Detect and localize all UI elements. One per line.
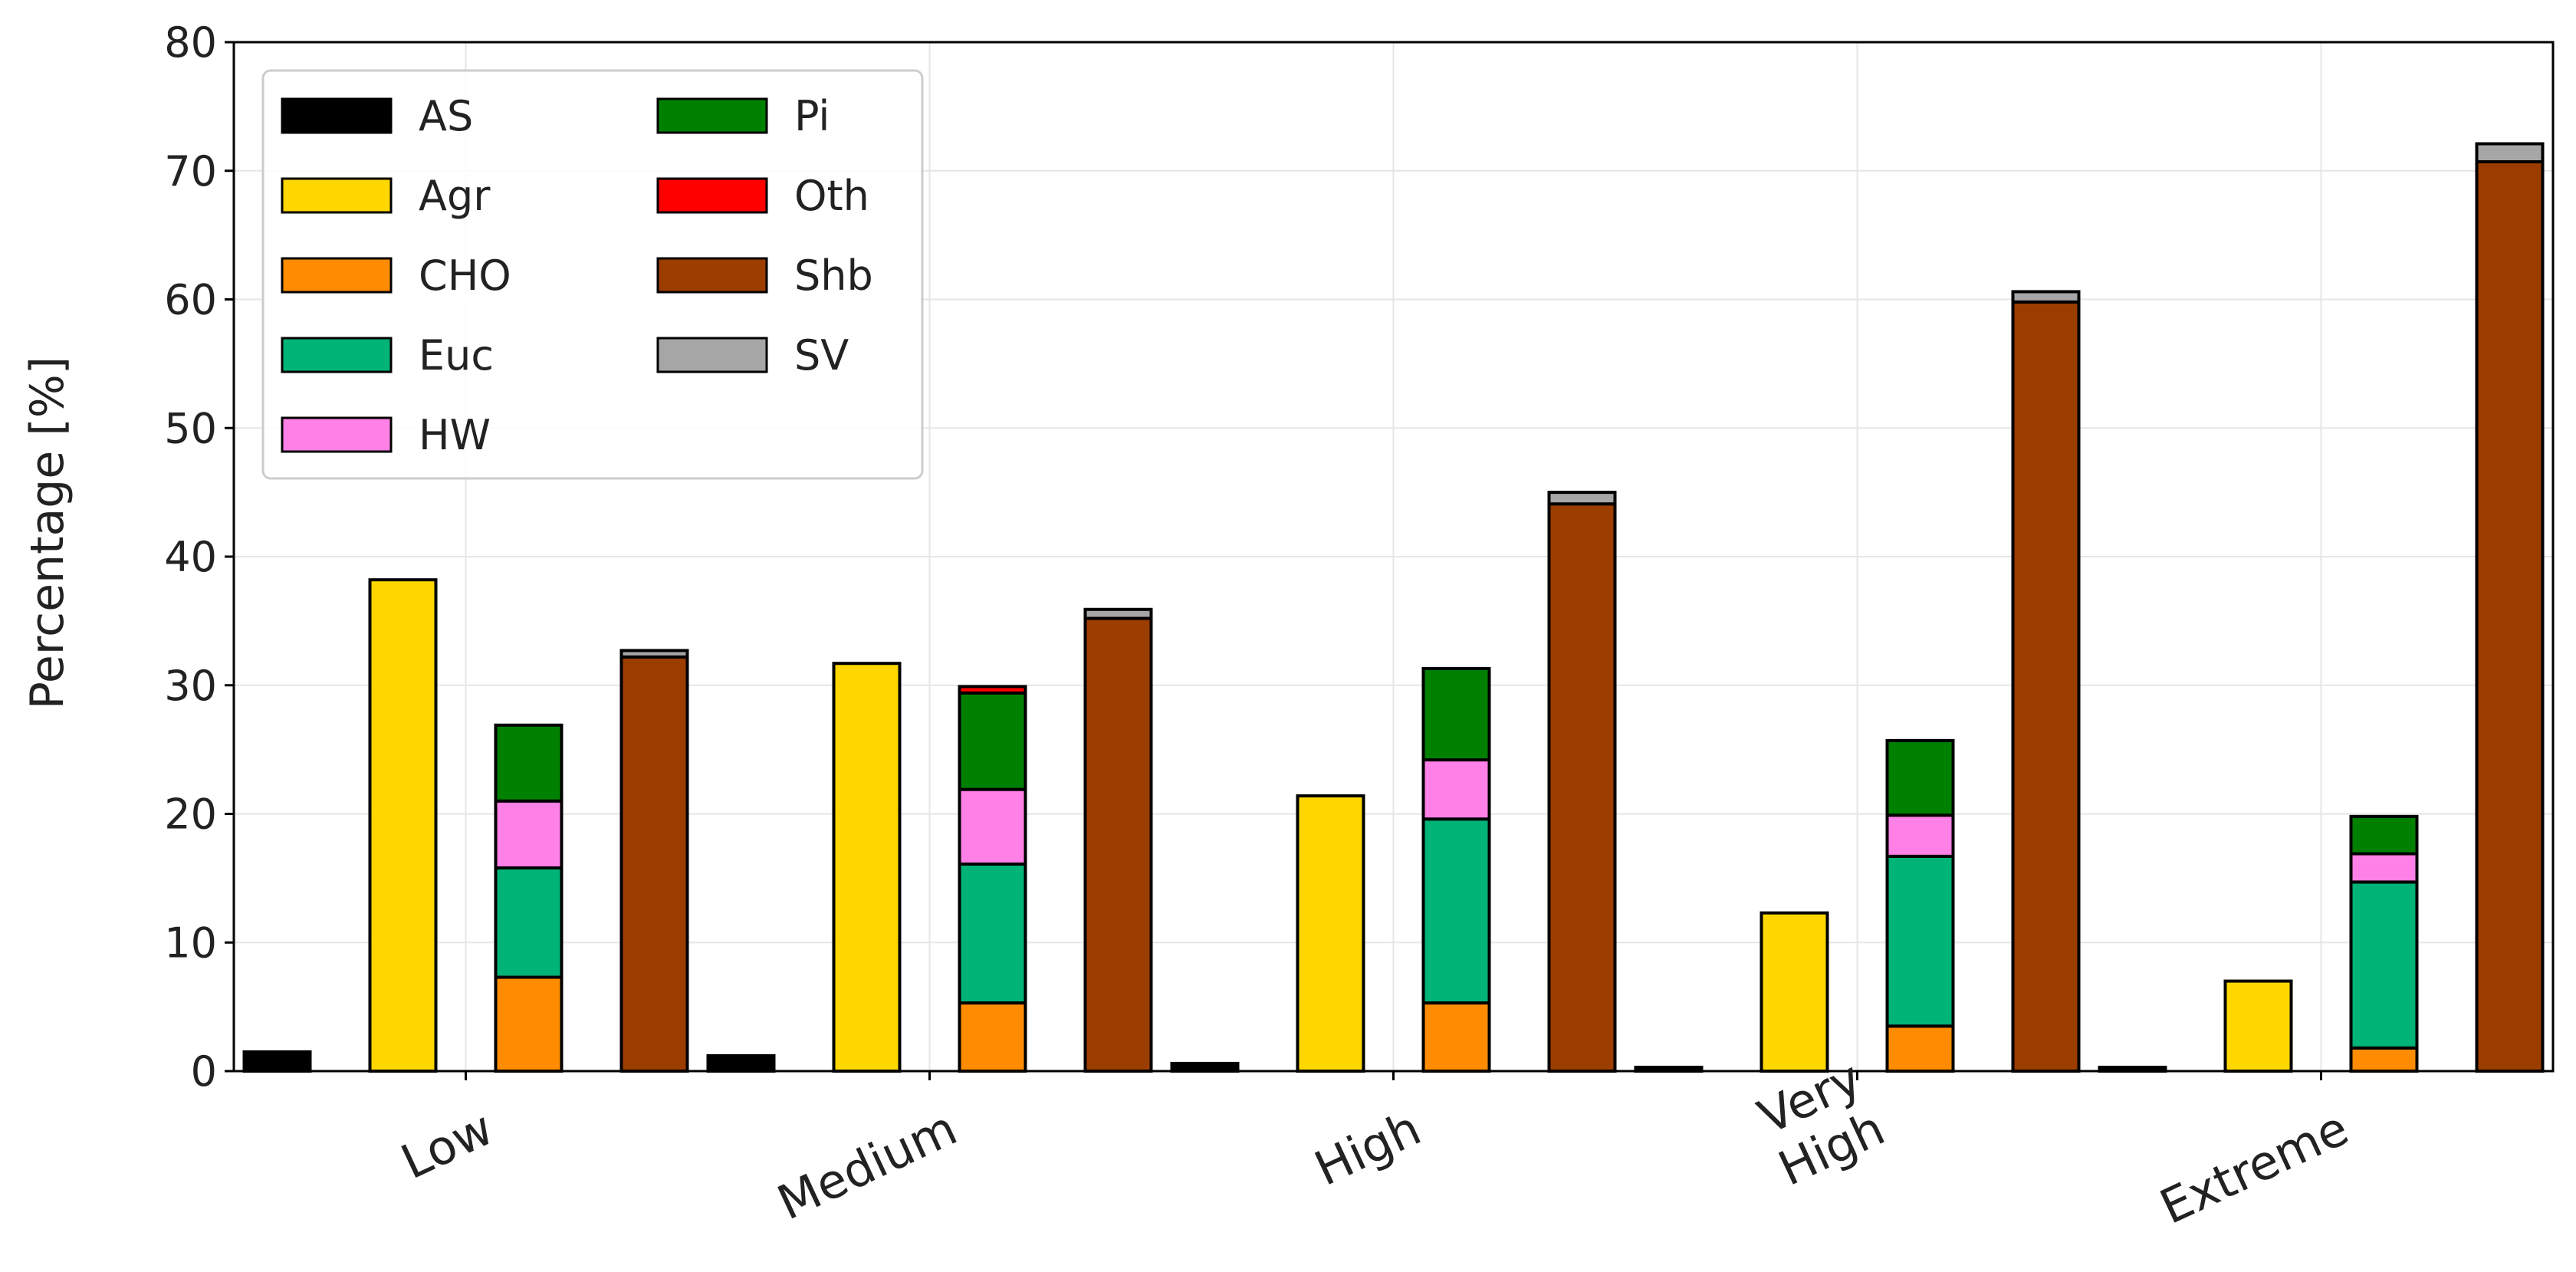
legend-swatch-euc [281,337,393,373]
legend-swatch-agr [281,177,393,214]
legend-label-hw: HW [419,411,491,459]
y-tick-label-2: 20 [164,790,217,839]
legend-label-sv: SV [794,331,849,380]
y-tick-label-8: 80 [164,18,217,67]
y-tick-label-0: 0 [191,1047,217,1096]
bar-sv-0 [619,649,689,659]
bar-shb-1 [1083,616,1153,1073]
bar-sv-4 [2475,142,2545,164]
legend-swatch-cho [281,257,393,294]
y-tick-label-3: 30 [164,662,217,710]
bar-sv-1 [1083,607,1153,620]
bar-pi-3 [1885,738,1955,817]
bar-euc-1 [958,862,1027,1005]
legend-swatch-as [281,97,393,134]
bar-shb-4 [2475,160,2545,1073]
bar-oth-1 [958,685,1027,695]
y-tick-label-1: 10 [164,919,217,967]
bar-pi-2 [1421,666,1491,762]
x-tick-label-2: High [1306,1099,1429,1196]
bar-hw-3 [1885,813,1955,858]
y-axis-label: Percentage [%] [21,357,74,709]
bar-sv-2 [1547,491,1617,506]
bar-pi-0 [494,723,564,803]
legend-swatch-shb [656,257,768,294]
bar-as-0 [242,1050,312,1073]
legend-label-agr: Agr [419,172,491,220]
bar-shb-3 [2011,300,2081,1073]
legend-label-as: AS [419,92,473,140]
legend-swatch-sv [656,337,768,373]
bar-pi-1 [958,691,1027,791]
bar-agr-3 [1760,911,1829,1073]
bar-agr-1 [832,662,902,1073]
legend-label-pi: Pi [794,92,830,140]
bar-agr-2 [1296,794,1365,1073]
bar-pi-4 [2349,814,2419,856]
y-tick-label-6: 60 [164,276,217,324]
y-tick-label-7: 70 [164,147,217,196]
bar-euc-2 [1421,817,1491,1005]
y-tick-label-5: 50 [164,404,217,452]
legend-swatch-hw [281,416,393,453]
bar-hw-1 [958,787,1027,866]
legend-box [261,69,924,480]
bar-hw-4 [2349,852,2419,884]
bar-sv-3 [2011,290,2081,304]
x-tick-label-0: Low [393,1099,501,1190]
bar-euc-0 [494,866,564,979]
bar-cho-4 [2349,1046,2419,1073]
bar-euc-3 [1885,854,1955,1028]
bar-cho-1 [958,1001,1027,1073]
bar-as-2 [1170,1061,1240,1073]
bar-hw-0 [494,799,564,869]
bar-agr-4 [2223,979,2293,1073]
y-tick-label-4: 40 [164,533,217,581]
x-tick-label-4: Extreme [2151,1099,2356,1234]
legend-label-shb: Shb [794,251,873,300]
bar-cho-0 [494,975,564,1073]
bar-hw-2 [1421,758,1491,821]
bar-cho-3 [1885,1024,1955,1073]
legend-label-euc: Euc [419,331,494,380]
bar-shb-2 [1547,502,1617,1073]
legend-label-oth: Oth [794,172,869,220]
legend-swatch-pi [656,97,768,134]
bar-agr-0 [368,578,438,1073]
bar-shb-0 [619,655,689,1073]
bar-cho-2 [1421,1001,1491,1073]
x-tick-label-1: Medium [769,1099,965,1231]
bar-as-1 [706,1053,776,1073]
legend-swatch-oth [656,177,768,214]
bar-euc-4 [2349,880,2419,1050]
legend-label-cho: CHO [419,251,511,300]
